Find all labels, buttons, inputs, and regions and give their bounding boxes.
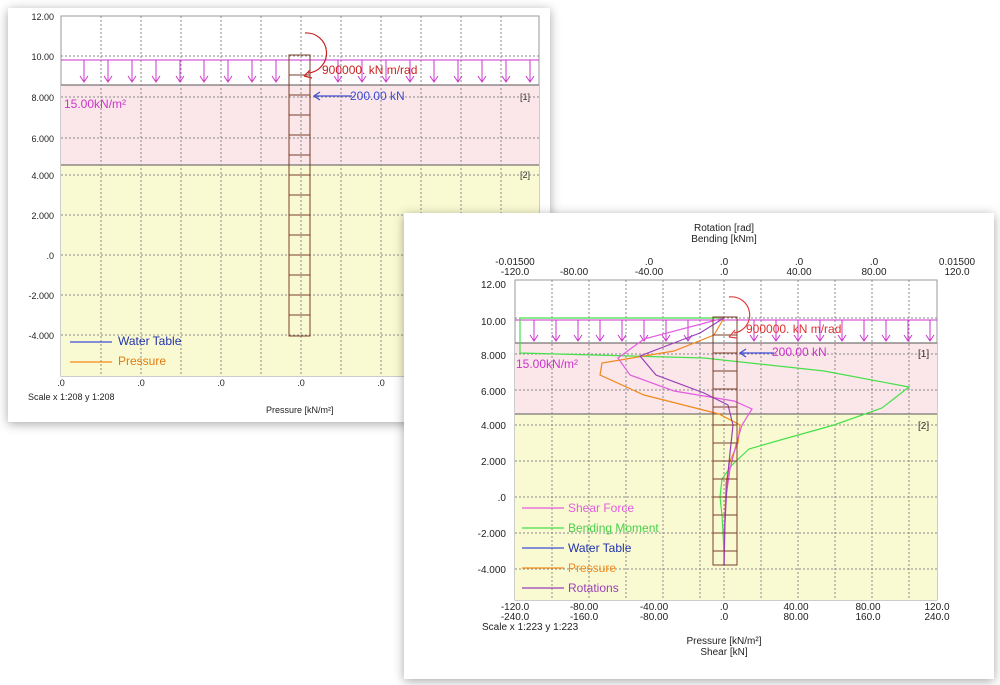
legend-rotations-label: Rotations	[568, 581, 619, 595]
legend: Shear Force Bending Moment Water Table P…	[522, 501, 659, 595]
bottom-tick: -80.00	[640, 612, 669, 623]
surcharge-label: 15.00kN/m²	[64, 97, 126, 111]
layer-label-1: [1]	[520, 92, 530, 102]
bottom-tick: .0	[720, 612, 729, 623]
legend-shear-force-label: Shear Force	[568, 501, 634, 515]
layer-label-2: [2]	[520, 170, 530, 180]
y-tick: 4.000	[481, 421, 506, 432]
top-tick-bending: -40.00	[635, 267, 664, 278]
point-force-label: 200.00 kN	[350, 89, 405, 103]
y-axis-ticks: 12.00 10.00 8.000 6.000 4.000 2.000 .0 -…	[28, 12, 54, 341]
sheet-pile-wall	[712, 316, 738, 566]
point-force-arrow-icon	[738, 348, 774, 358]
x-axis-title-shear: Shear [kN]	[700, 647, 747, 658]
spring-stiffness-label: 900000. kN m/rad	[322, 63, 417, 77]
y-tick: .0	[46, 251, 54, 261]
x-tick: .0	[57, 378, 65, 388]
x-axis-title-pressure: Pressure [kN/m²]	[686, 636, 761, 647]
bottom-tick: 80.00	[855, 602, 880, 613]
point-force-label: 200.00 kN	[772, 345, 827, 359]
y-axis-ticks: 12.00 10.00 8.000 6.000 4.000 2.000 .0 -…	[478, 280, 507, 576]
top-axis-ticks-rotation: -0.01500 .0 .0 .0 .0 0.01500	[495, 257, 975, 268]
legend-water-table-label: Water Table	[568, 541, 632, 555]
y-tick: 10.00	[481, 317, 506, 328]
top-tick-bending: 80.00	[861, 267, 886, 278]
rotational-spring-icon	[304, 32, 328, 74]
surcharge-load	[61, 59, 539, 83]
y-tick: 10.00	[31, 52, 54, 62]
y-tick: -4.000	[478, 565, 507, 576]
top-tick-bending: -120.0	[501, 267, 530, 278]
rotations-curve	[638, 317, 734, 566]
bottom-tick: 40.00	[783, 602, 808, 613]
bottom-tick: 80.00	[783, 612, 808, 623]
point-force-arrow-icon	[312, 91, 352, 101]
top-tick-bending: -80.00	[560, 267, 589, 278]
bottom-axis-ticks-shear: -240.0 -160.0 -80.00 .0 80.00 160.0 240.…	[501, 612, 950, 623]
top-tick-bending: 40.00	[786, 267, 811, 278]
bottom-tick: -240.0	[501, 612, 530, 623]
top-tick-rotation: .0	[795, 257, 804, 268]
spring-arrow-icon	[303, 69, 313, 79]
y-tick: 2.000	[481, 457, 506, 468]
layer-label-2: [2]	[918, 421, 929, 432]
top-tick-rotation: .0	[645, 257, 654, 268]
surcharge-label: 15.00kN/m²	[516, 357, 578, 371]
top-axis-title-bending: Bending [kNm]	[691, 234, 757, 245]
y-tick: 6.000	[31, 134, 54, 144]
layer-label-1: [1]	[918, 349, 929, 360]
top-axis-title-rotation: Rotation [rad]	[694, 223, 754, 234]
x-tick: .0	[297, 378, 305, 388]
bottom-tick: 240.0	[924, 612, 949, 623]
y-tick: .0	[498, 493, 507, 504]
soil-layer-1	[61, 85, 539, 165]
y-tick: 8.000	[31, 93, 54, 103]
legend-pressure-label: Pressure	[118, 354, 166, 368]
top-tick-rotation: .0	[720, 257, 729, 268]
spring-arrow-icon	[728, 329, 738, 339]
bottom-tick: -160.0	[570, 612, 599, 623]
top-tick-rotation: 0.01500	[939, 257, 976, 268]
y-tick: 12.00	[481, 280, 506, 291]
legend-water-table-label: Water Table	[118, 334, 182, 348]
y-tick: 12.00	[31, 12, 54, 22]
bottom-tick: 160.0	[855, 612, 880, 623]
scale-text: Scale x 1:223 y 1:223	[482, 622, 579, 633]
x-tick: .0	[377, 378, 385, 388]
y-tick: 6.000	[481, 387, 506, 398]
rotational-spring-icon	[728, 296, 751, 334]
bottom-tick: .0	[720, 602, 729, 613]
y-tick: 2.000	[31, 211, 54, 221]
bottom-tick: 120.0	[924, 602, 949, 613]
y-tick: -4.000	[28, 331, 54, 341]
y-tick: -2.000	[478, 529, 507, 540]
scale-text: Scale x 1:208 y 1:208	[28, 392, 115, 402]
bending-moment-curve	[519, 317, 911, 565]
top-tick-bending: .0	[720, 267, 729, 278]
y-tick: 4.000	[31, 171, 54, 181]
top-tick-bending: 120.0	[944, 267, 969, 278]
y-tick: 8.000	[481, 351, 506, 362]
x-axis-title: Pressure [kN/m²]	[266, 405, 334, 415]
bottom-tick: -120.0	[501, 602, 530, 613]
top-tick-rotation: -0.01500	[495, 257, 535, 268]
x-axis-ticks: .0 .0 .0 .0 .0	[57, 378, 385, 388]
bottom-axis-ticks-pressure: -120.0 -80.00 -40.00 .0 40.00 80.00 120.…	[501, 602, 950, 613]
sheet-pile-wall	[288, 54, 311, 337]
spring-stiffness-label: 900000. kN m/rad	[746, 322, 841, 336]
y-tick: -2.000	[28, 291, 54, 301]
top-tick-rotation: .0	[870, 257, 879, 268]
bottom-tick: -80.00	[570, 602, 599, 613]
x-tick: .0	[217, 378, 225, 388]
legend-pressure-label: Pressure	[568, 561, 616, 575]
pressure-curve	[599, 317, 741, 566]
x-tick: .0	[137, 378, 145, 388]
bottom-tick: -40.00	[640, 602, 669, 613]
top-axis-ticks-bending: -120.0 -80.00 -40.00 .0 40.00 80.00 120.…	[501, 267, 970, 278]
legend-bending-moment-label: Bending Moment	[568, 521, 659, 535]
chart-window-2: Rotation [rad] Bending [kNm] -0.01500 .0…	[404, 213, 994, 679]
soil-model-plot-2: Rotation [rad] Bending [kNm] -0.01500 .0…	[478, 223, 976, 658]
